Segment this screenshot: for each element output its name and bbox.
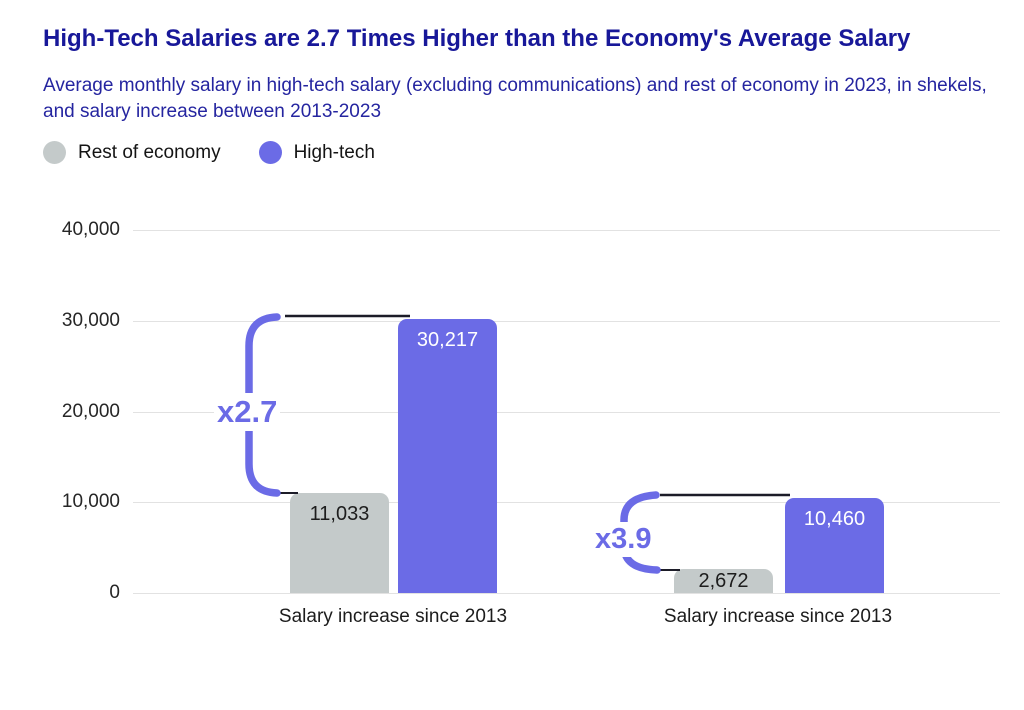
bar-rest-of-economy-group2: 2,672 [674,569,773,593]
gridline [133,502,1000,504]
gridline [133,320,1000,322]
bar-value-label: 11,033 [309,503,370,525]
ratio-annotation-group2: x3.9 [592,522,655,557]
bar-value-label: 10,460 [803,508,866,530]
bar-high-tech-group1: 30,217 [398,319,497,593]
chart-title: High-Tech Salaries are 2.7 Times Higher … [43,25,911,52]
gridline [133,593,1000,594]
legend-label-rest-of-economy: Rest of economy [78,141,221,163]
x-axis-label-group1: Salary increase since 2013 [278,606,508,627]
legend-swatch-purple-icon [258,141,282,164]
y-axis-tick-label: 10,000 [61,491,120,513]
y-axis-tick-label: 40,000 [61,219,120,240]
bar-high-tech-group2: 10,460 [785,498,884,593]
y-axis-tick-label: 0 [109,582,120,603]
legend: Rest of economy High-tech [43,141,375,164]
y-axis-tick-label: 20,000 [61,400,120,422]
bar-rest-of-economy-group1: 11,033 [290,493,389,593]
y-axis-tick-label: 30,000 [61,309,120,331]
legend-swatch-gray-icon [43,141,66,164]
gridline [133,230,1000,231]
ratio-annotation-group1: x2.7 [214,393,281,431]
x-axis-label-group2: Salary increase since 2013 [663,606,893,627]
bar-value-label: 2,672 [698,570,749,592]
bar-value-label: 30,217 [416,329,479,351]
chart-subtitle: Average monthly salary in high-tech sala… [43,75,987,122]
legend-item-rest-of-economy: Rest of economy [43,141,221,164]
legend-label-high-tech: High-tech [293,141,375,163]
legend-item-high-tech: High-tech [258,141,375,164]
gridline [133,411,1000,413]
